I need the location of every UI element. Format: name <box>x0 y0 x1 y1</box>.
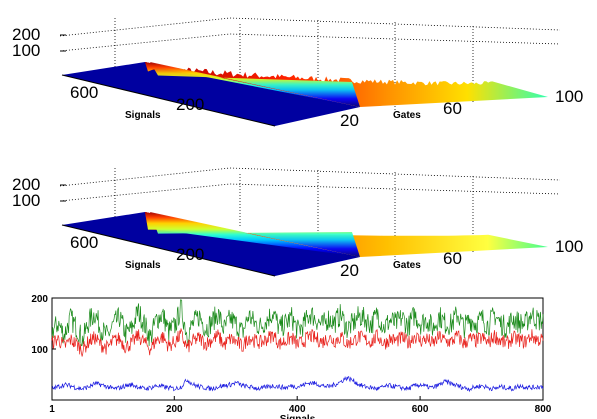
surface-wall-front <box>150 62 360 107</box>
z-tick-mark <box>60 34 66 52</box>
x-tick-label: 200 <box>176 245 204 264</box>
z-tick-label: 200 <box>12 25 40 44</box>
y-axis-label: Gates <box>393 260 421 271</box>
x-tick-label: 800 <box>535 404 552 415</box>
x-tick-label: 600 <box>70 233 98 252</box>
series-line-0 <box>51 299 544 347</box>
surface-floor <box>62 62 360 126</box>
axis-line <box>61 224 276 277</box>
grid-line <box>59 183 561 202</box>
grid-line <box>59 17 561 37</box>
y-tick-label: 100 <box>555 87 583 106</box>
series-line-1 <box>51 328 544 357</box>
x-axis-label: Signals <box>125 110 161 121</box>
y-tick-label: 100 <box>31 345 48 356</box>
x-tick-label: 600 <box>412 404 429 415</box>
y-tick-label: 100 <box>555 237 583 256</box>
z-tick-label: 100 <box>12 41 40 60</box>
z-tick-label: 200 <box>12 175 40 194</box>
x-tick-label: 1 <box>49 404 55 415</box>
x-axis-label: Signals <box>125 260 161 271</box>
surface-top <box>145 212 548 257</box>
x-tick-label: 200 <box>166 404 183 415</box>
y-tick-label: 20 <box>340 261 359 280</box>
x-axis-label: Signals <box>280 414 316 419</box>
surface-wall-front <box>150 212 360 257</box>
x-tick-label: 600 <box>70 83 98 102</box>
axis-line <box>61 74 276 127</box>
y-tick-label: 20 <box>340 111 359 130</box>
y-tick-label: 60 <box>443 249 462 268</box>
x-tick-label: 200 <box>176 95 204 114</box>
grid-line <box>59 33 561 52</box>
grid-line <box>59 167 561 187</box>
y-tick-label: 200 <box>31 294 48 305</box>
series-line-2 <box>51 375 544 393</box>
surface-floor <box>62 212 360 276</box>
z-tick-mark <box>60 184 66 202</box>
y-tick-label: 60 <box>443 99 462 118</box>
line-panel: 1 200 400 600 800 100 200 Signals <box>31 294 551 419</box>
x-tick-label: 400 <box>289 404 306 415</box>
y-axis-label: Gates <box>393 110 421 121</box>
z-tick-label: 100 <box>12 191 40 210</box>
